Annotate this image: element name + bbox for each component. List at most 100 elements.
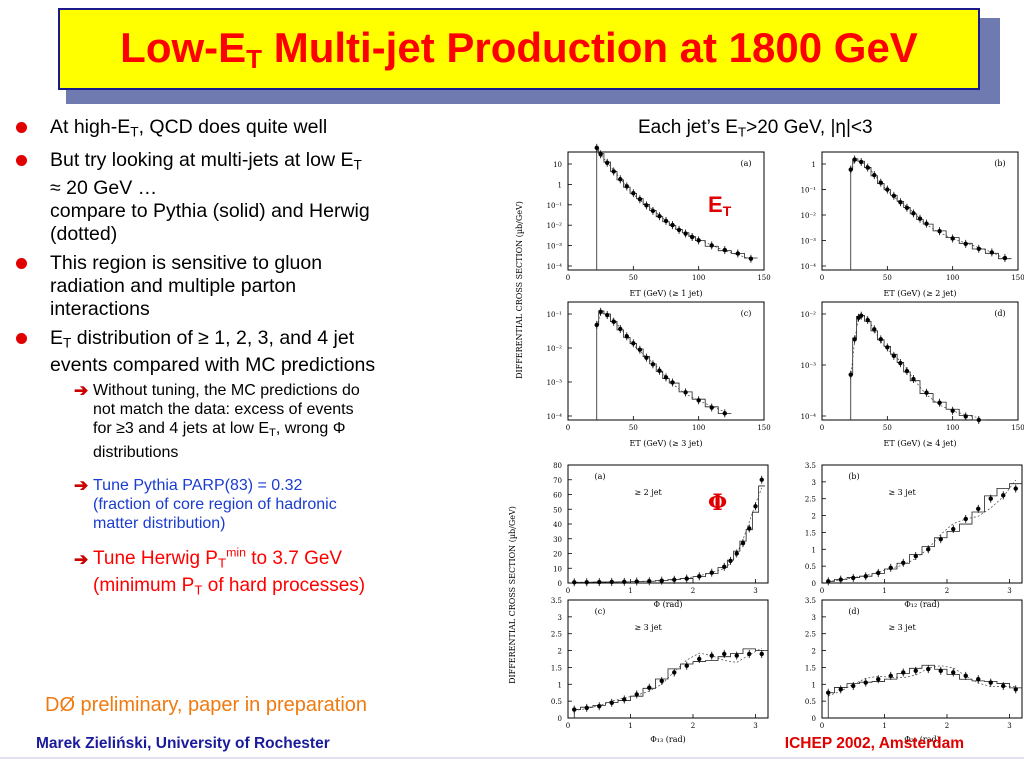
x-tick-label: 50 [883,424,892,432]
data-point [728,558,733,564]
data-point [594,322,599,328]
data-point [1013,687,1018,692]
data-point [572,707,577,712]
title-box: Low-ET Multi-jet Production at 1800 GeV [58,8,980,90]
x-tick-label: 1 [882,587,886,595]
data-point [663,218,669,224]
data-point [735,251,741,256]
x-tick-label: 0 [820,424,824,432]
y-tick-label: 3.5 [805,462,816,470]
y-axis-title-phi: DIFFERENTIAL CROSS SECTION (µb/GeV) [508,506,517,684]
data-point [976,417,981,423]
y-tick-label: 1 [812,681,816,689]
y-tick-label: 2.5 [805,631,816,639]
data-point [950,408,955,413]
x-tick-label: 1 [628,722,632,730]
data-point [859,159,864,165]
data-point [747,526,752,531]
x-axis-label: ET (GeV) (≥ 2 jet) [884,289,957,298]
data-point [938,668,943,673]
data-point [584,705,589,711]
y-tick-label: 10⁻⁴ [801,413,817,421]
y-tick-label: 10 [553,565,562,573]
data-point [584,580,589,585]
x-tick-label: 0 [566,587,570,595]
data-point [618,326,623,332]
y-tick-label: 0.5 [805,563,816,571]
data-point [976,246,981,251]
data-point [865,317,870,323]
panel-label: (d) [848,607,859,616]
y-tick-label: 0.5 [551,698,562,706]
mc-histogram-solid [573,648,768,718]
data-point [594,145,599,151]
x-tick-label: 0 [566,722,570,730]
data-point [988,680,993,685]
y-tick-label: 10⁻² [801,311,817,319]
data-point [676,227,682,233]
data-point [598,309,603,315]
jet-multiplicity-tag: ≥ 3 jet [888,623,916,632]
x-tick-label: 50 [883,274,892,282]
x-tick-label: 150 [757,424,770,432]
data-point [901,560,906,565]
y-tick-label: 20 [553,551,562,559]
bullet-dot-icon [16,257,27,269]
et-label: ET [708,192,732,219]
y-tick-label: 1 [558,681,562,689]
data-point [672,577,677,582]
y-tick-label: 10⁻⁴ [547,413,563,421]
sub-bullet-no-tuning: ➔ Without tuning, the MC predictions do … [74,381,360,462]
data-point [659,678,664,684]
data-point [898,360,903,366]
data-point [611,319,616,324]
arrow-right-icon: ➔ [74,381,89,401]
plot-frame [821,301,1019,421]
data-point [605,160,610,165]
mc-histogram-solid [596,147,758,270]
data-point [856,315,861,320]
mc-curve-dotted [828,479,1017,582]
data-point [644,355,649,360]
x-tick-label: 150 [1011,424,1024,432]
page-title: Low-ET Multi-jet Production at 1800 GeV [120,23,918,74]
x-tick-label: 100 [946,274,959,282]
data-point [963,673,968,679]
x-tick-label: 0 [566,424,570,432]
plot-frame [567,464,769,584]
data-point [634,692,639,697]
data-point [963,241,968,247]
data-point [1001,493,1006,498]
footer-author: Marek Zieliński, University of Rochester [36,735,330,752]
data-point [734,551,739,556]
data-point [689,234,695,240]
cuts-caption: Each jet’s ET>20 GeV, |η|<3 [638,117,873,140]
panel-label: (b) [994,159,1005,168]
data-point [753,504,758,509]
data-point [572,580,577,585]
data-point [888,673,893,679]
data-point [734,653,739,658]
x-axis-label: Φ₁₃ (rad) [650,735,685,744]
x-tick-label: 0 [820,274,824,282]
data-point [865,165,870,170]
x-tick-label: 0 [820,587,824,595]
data-point [722,411,727,416]
data-point [709,243,714,248]
bullet-sensitive: This region is sensitive to gluon radiat… [10,252,490,321]
x-tick-label: 2 [945,587,949,595]
y-tick-label: 80 [553,462,562,470]
data-point [878,180,883,185]
data-point [838,687,843,692]
data-point [885,187,890,192]
data-point [950,236,955,241]
data-point [631,190,636,196]
data-point [904,368,910,374]
y-tick-label: 1.5 [805,529,816,537]
y-tick-label: 1.5 [551,664,562,672]
data-point [872,327,877,332]
y-tick-label: 1 [812,546,816,554]
data-point [924,390,929,395]
data-point [647,579,652,584]
data-point [637,347,643,352]
